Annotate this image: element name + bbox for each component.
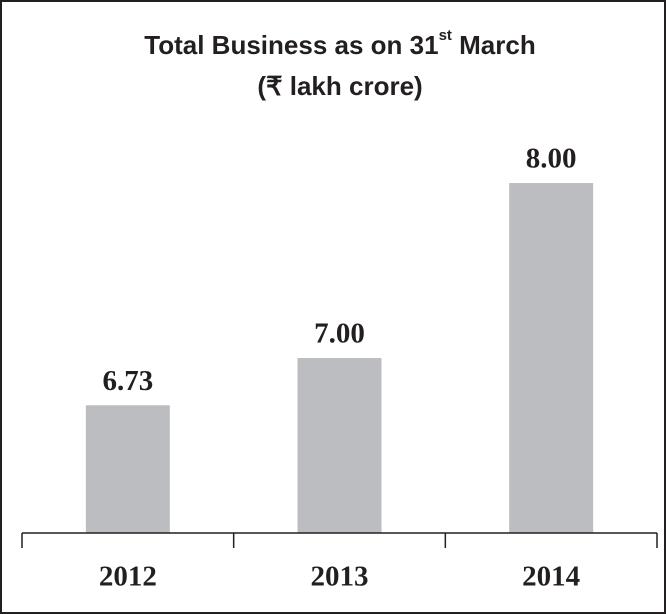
- bar: [85, 405, 170, 533]
- x-tick-label: 2012: [99, 561, 157, 593]
- title-text: March: [452, 30, 536, 60]
- value-label: 8.00: [526, 143, 577, 175]
- value-label: 7.00: [314, 318, 365, 350]
- bar: [297, 358, 382, 533]
- title-superscript: st: [439, 27, 452, 44]
- chart-subtitle: (₹ lakh crore): [257, 71, 422, 101]
- x-tick-label: 2014: [522, 561, 580, 593]
- title-text: Total Business as on 31: [144, 30, 438, 60]
- bar: [509, 183, 594, 533]
- value-label: 6.73: [102, 365, 153, 397]
- chart-title: Total Business as on 31st March: [144, 27, 535, 60]
- x-tick-label: 2013: [311, 561, 369, 593]
